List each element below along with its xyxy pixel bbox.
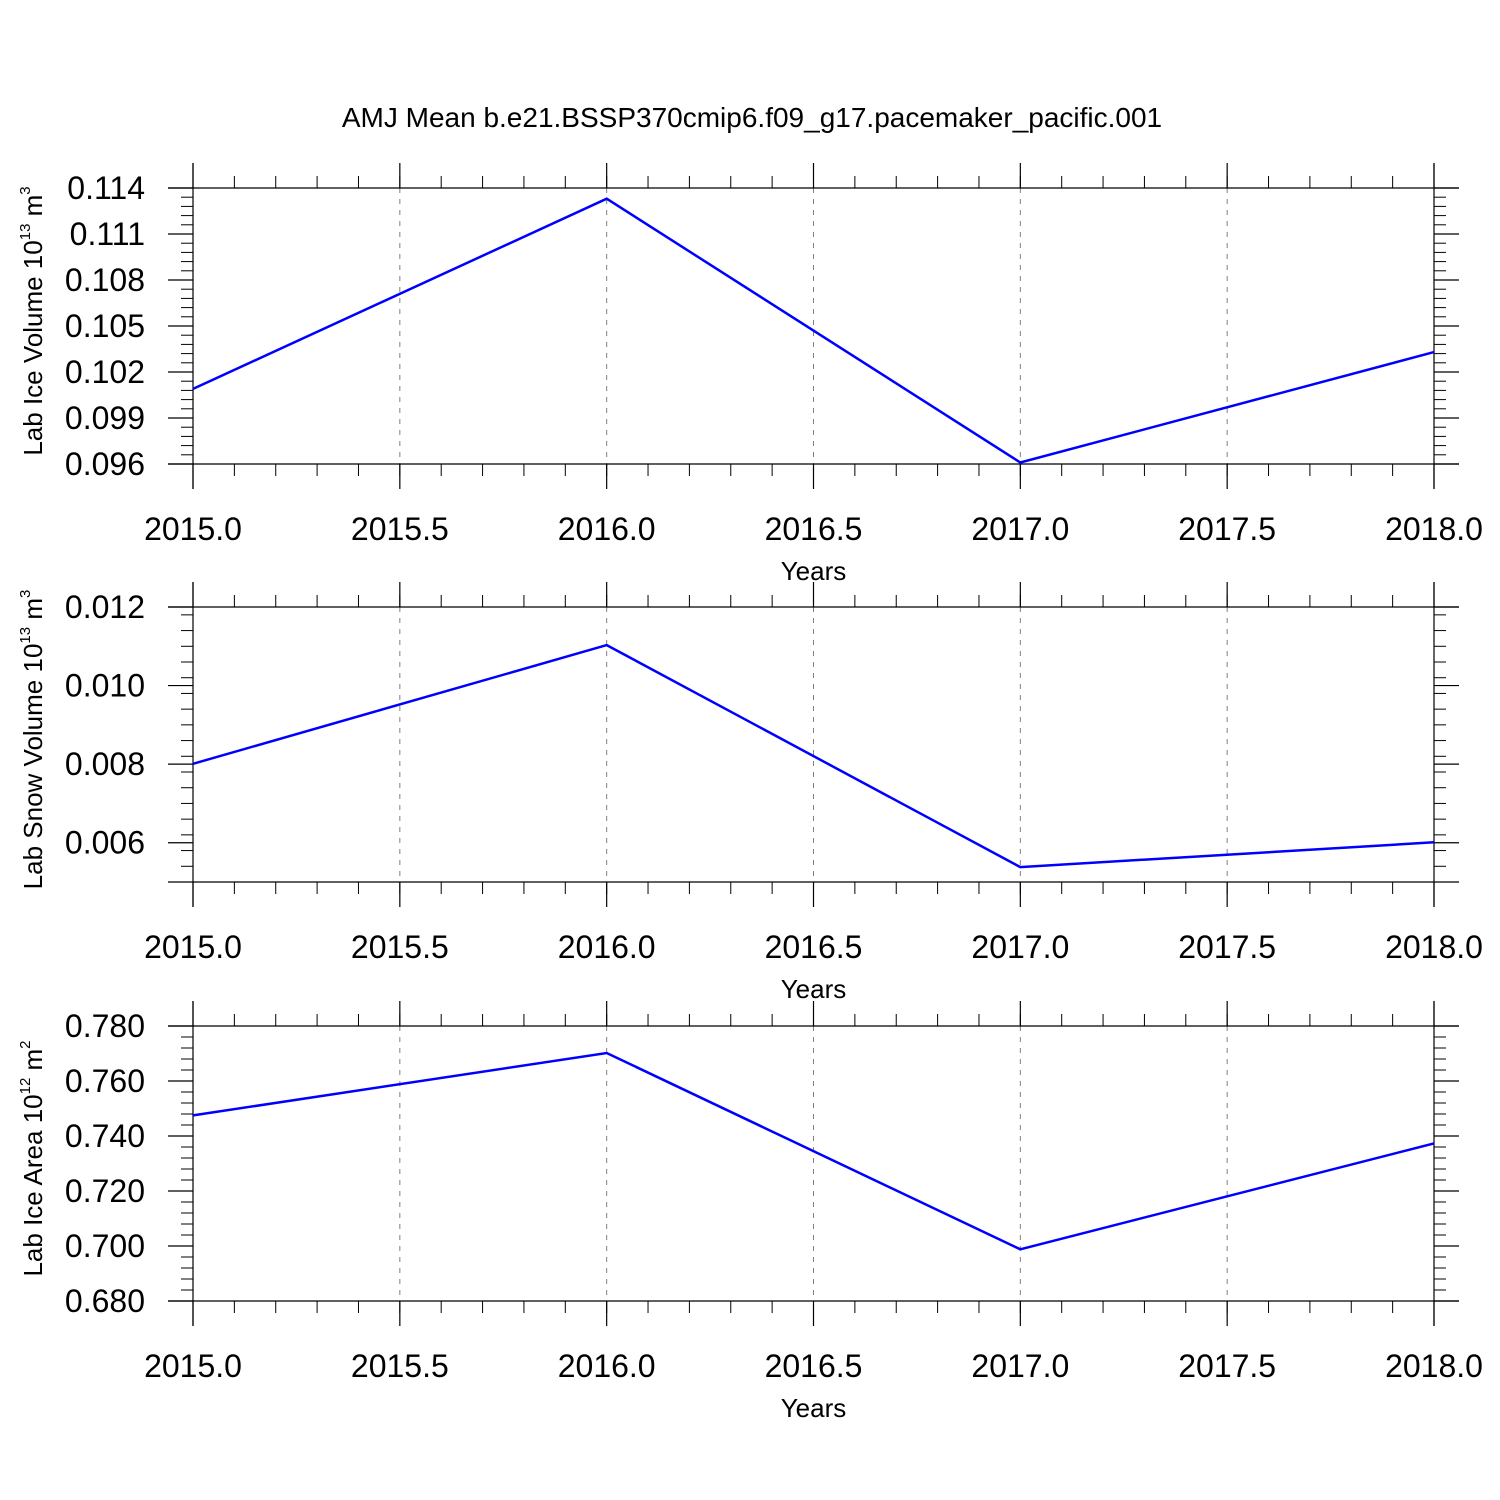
x-tick-label: 2017.0 <box>971 511 1069 547</box>
y-tick-label: 0.780 <box>65 1008 145 1044</box>
x-tick-label: 2015.5 <box>351 1348 449 1384</box>
y-tick-label: 0.008 <box>65 746 145 782</box>
y-axis-label-exponent: 13 <box>17 224 34 241</box>
x-tick-label: 2016.0 <box>558 1348 656 1384</box>
x-tick-label: 2016.5 <box>765 511 863 547</box>
x-tick-label: 2016.0 <box>558 511 656 547</box>
y-axis-label: Lab Ice Area 1012 m2 <box>17 1040 48 1276</box>
x-tick-label: 2015.5 <box>351 511 449 547</box>
y-tick-label: 0.010 <box>65 668 145 704</box>
x-tick-label: 2015.0 <box>144 1348 242 1384</box>
x-tick-label: 2017.0 <box>971 1348 1069 1384</box>
y-tick-label: 0.096 <box>65 446 145 482</box>
y-tick-label: 0.102 <box>65 354 145 390</box>
y-axis-label-text: Lab Ice Volume 10 <box>18 240 48 455</box>
y-tick-label: 0.720 <box>65 1173 145 1209</box>
y-axis-label-unit-exponent: 3 <box>17 186 34 194</box>
panel-2: 0.006 0.008 0.010 0.012 2015.0 2015.5 2016.0 20… <box>17 582 1483 1004</box>
y-tick-label: 0.105 <box>65 308 145 344</box>
y-tick-label: 0.680 <box>65 1283 145 1319</box>
y-tick-label: 0.700 <box>65 1228 145 1264</box>
x-axis-label: Years <box>781 556 847 586</box>
y-axis-label-text: Lab Snow Volume 10 <box>18 644 48 890</box>
x-tick-label: 2018.0 <box>1385 1348 1483 1384</box>
y-axis-label-unit: m <box>18 1049 48 1078</box>
series-line <box>192 1051 1435 1251</box>
y-tick-label: 0.099 <box>65 400 145 436</box>
x-tick-label: 2015.0 <box>144 511 242 547</box>
x-axis-label: Years <box>781 1393 847 1423</box>
y-axis-label-exponent: 12 <box>17 1078 34 1095</box>
y-axis-label-unit: m <box>18 598 48 627</box>
y-tick-label: 0.740 <box>65 1118 145 1154</box>
x-tick-label: 2017.5 <box>1178 511 1276 547</box>
panel-3: 0.680 0.700 0.720 0.740 0.760 0.780 2015.0 2015… <box>17 1001 1483 1423</box>
series-line <box>192 197 1435 464</box>
y-tick-label: 0.006 <box>65 825 145 861</box>
x-axis-label: Years <box>781 974 847 1004</box>
panel-1: 0.096 0.099 0.102 0.105 0.108 0.111 0.114 2015.… <box>17 163 1483 586</box>
y-tick-label: 0.012 <box>65 589 145 625</box>
y-axis-label-unit-exponent: 3 <box>17 590 34 598</box>
x-tick-label: 2016.5 <box>765 929 863 965</box>
x-tick-label: 2017.5 <box>1178 929 1276 965</box>
panels: 0.096 0.099 0.102 0.105 0.108 0.111 0.114 2015.… <box>17 163 1483 1423</box>
x-tick-label: 2015.5 <box>351 929 449 965</box>
y-axis-label-unit: m <box>18 195 48 224</box>
x-tick-label: 2017.0 <box>971 929 1069 965</box>
y-axis-label-unit-exponent: 2 <box>17 1040 34 1048</box>
x-tick-label: 2017.5 <box>1178 1348 1276 1384</box>
series-line <box>192 643 1435 869</box>
x-tick-label: 2018.0 <box>1385 511 1483 547</box>
x-tick-label: 2016.0 <box>558 929 656 965</box>
y-axis-label: Lab Ice Volume 1013 m3 <box>17 186 48 455</box>
y-tick-label: 0.111 <box>70 216 145 252</box>
x-tick-label: 2016.5 <box>765 1348 863 1384</box>
figure-title: AMJ Mean b.e21.BSSP370cmip6.f09_g17.pace… <box>342 102 1162 133</box>
y-axis-label-exponent: 13 <box>17 627 34 644</box>
y-axis-label: Lab Snow Volume 1013 m3 <box>17 590 48 890</box>
x-tick-label: 2015.0 <box>144 929 242 965</box>
y-tick-label: 0.760 <box>65 1063 145 1099</box>
y-axis-label-text: Lab Ice Area 10 <box>18 1094 48 1276</box>
x-tick-label: 2018.0 <box>1385 929 1483 965</box>
y-tick-label: 0.114 <box>67 170 145 206</box>
y-tick-label: 0.108 <box>65 262 145 298</box>
